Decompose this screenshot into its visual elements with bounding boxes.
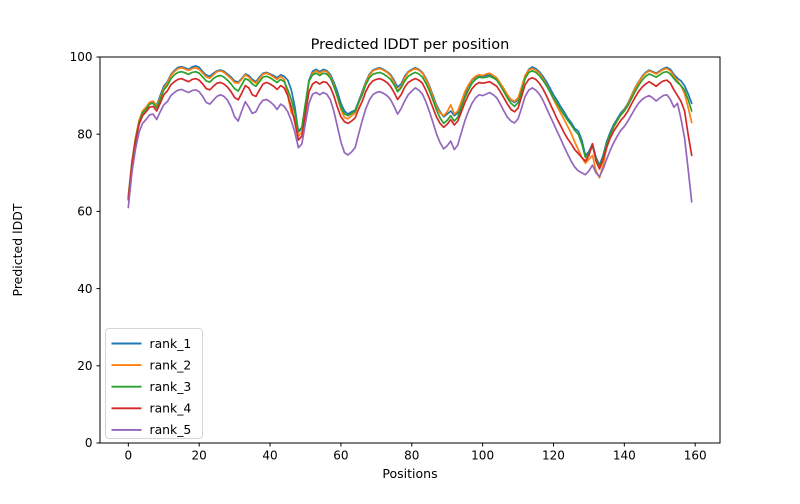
series-rank_4 (127, 76, 693, 201)
y-tick-label: 0 (85, 436, 93, 450)
y-tick-label: 20 (77, 359, 92, 373)
x-tick-label: 20 (192, 449, 207, 463)
legend-label-rank_3: rank_3 (150, 379, 192, 394)
legend-item-rank_3: rank_3 (111, 379, 192, 394)
y-tick-label: 80 (77, 127, 92, 141)
y-axis-ticks: 0 20 40 60 80 100 (70, 50, 100, 450)
legend-item-rank_5: rank_5 (111, 422, 192, 437)
legend-label-rank_4: rank_4 (150, 401, 192, 416)
plot-frame (99, 56, 721, 444)
legend-box (105, 328, 203, 439)
x-tick-label: 60 (333, 449, 348, 463)
x-tick-label: 140 (613, 449, 636, 463)
y-tick-label: 60 (77, 205, 92, 219)
x-tick-label: 100 (471, 449, 494, 463)
legend-label-rank_5: rank_5 (150, 422, 192, 437)
legend-label-rank_2: rank_2 (150, 357, 192, 372)
x-axis-ticks: 0 20 40 60 80 100 120 140 160 (125, 443, 707, 463)
legend-item-rank_4: rank_4 (111, 401, 192, 416)
legend-item-rank_2: rank_2 (111, 357, 192, 372)
legend-label-rank_1: rank_1 (150, 336, 192, 351)
x-tick-label: 40 (262, 449, 277, 463)
y-axis-label: Predicted lDDT (10, 203, 25, 296)
x-tick-label: 120 (542, 449, 565, 463)
legend: rank_1 rank_2 rank_3 rank_4 rank_5 (105, 328, 203, 439)
chart-title: Predicted lDDT per position (311, 37, 510, 53)
x-axis-label: Positions (382, 466, 437, 481)
y-tick-label: 100 (70, 50, 93, 64)
legend-item-rank_1: rank_1 (111, 336, 192, 351)
x-tick-label: 0 (125, 449, 133, 463)
x-tick-label: 160 (684, 449, 707, 463)
y-tick-label: 40 (77, 282, 92, 296)
series-lines (127, 65, 693, 209)
series-rank_5 (127, 87, 693, 209)
x-tick-label: 80 (404, 449, 419, 463)
